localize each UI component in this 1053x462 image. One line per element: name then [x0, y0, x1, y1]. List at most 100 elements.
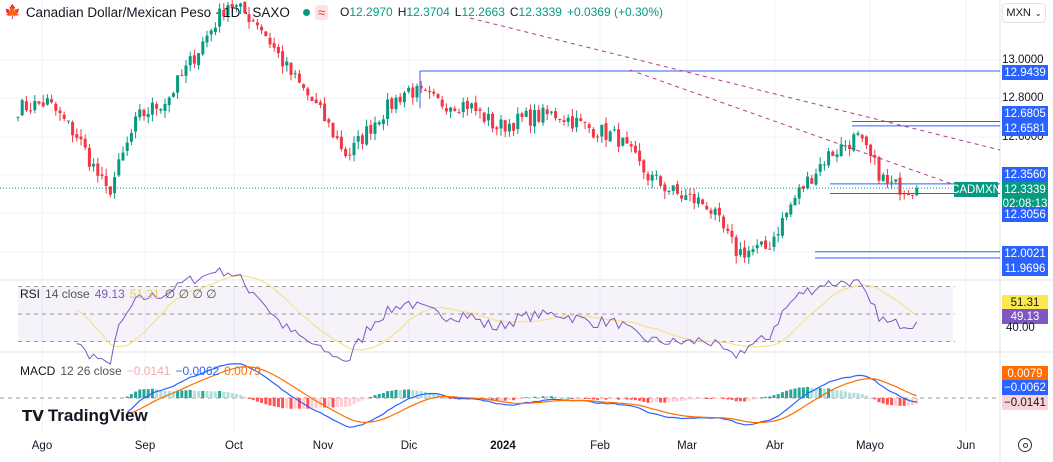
- macd-histogram-bar: [503, 398, 507, 401]
- macd-histogram-bar: [549, 396, 553, 398]
- candle-body: [570, 116, 574, 129]
- macd-histogram-bar: [793, 388, 797, 398]
- candle-body: [579, 118, 583, 122]
- macd-histogram-bar: [512, 398, 516, 401]
- close-label: C: [509, 5, 519, 19]
- macd-histogram-bar: [881, 398, 885, 404]
- macd-histogram-bar: [176, 390, 180, 398]
- macd-histogram-bar: [356, 398, 360, 402]
- tradingview-logo[interactable]: 𝗧𝗩 TradingView: [22, 406, 148, 426]
- settings-icon[interactable]: [1018, 438, 1032, 452]
- candle-body: [827, 151, 831, 166]
- candle-body: [176, 75, 180, 93]
- low-label: L: [454, 5, 462, 19]
- macd-histogram-bar: [146, 389, 150, 398]
- candle-body: [675, 184, 679, 194]
- macd-value: −0.0062: [175, 364, 220, 378]
- macd-histogram-bar: [247, 398, 251, 399]
- candle-body: [360, 135, 364, 144]
- candle-body: [772, 236, 776, 248]
- macd-histogram-bar: [625, 398, 629, 400]
- candle-body: [440, 99, 444, 107]
- candle-body: [881, 174, 885, 181]
- candle-body: [785, 212, 789, 218]
- macd-histogram-bar: [138, 389, 142, 398]
- macd-histogram-bar: [843, 391, 847, 398]
- candle-body: [432, 91, 436, 94]
- macd-histogram-bar: [856, 393, 860, 398]
- time-axis-label: Feb: [590, 440, 610, 452]
- time-axis-label: Nov: [312, 440, 334, 452]
- candle-body: [369, 124, 373, 134]
- candle-body: [449, 107, 453, 112]
- macd-histogram-bar: [184, 390, 188, 398]
- macd-legend: MACD 12 26 close −0.0141 −0.0062 0.0079: [20, 364, 261, 378]
- candle-body: [79, 136, 83, 140]
- candle-body: [587, 124, 591, 129]
- macd-histogram-bar: [134, 391, 138, 398]
- macd-histogram-bar: [638, 398, 642, 401]
- symbol-legend: 🍁 Canadian Dollar/Mexican Peso · 1D · SA…: [4, 4, 329, 20]
- macd-histogram-bar: [583, 398, 587, 399]
- candle-body: [470, 103, 474, 109]
- candle-body: [159, 109, 163, 111]
- macd-histogram-bar: [495, 398, 499, 401]
- candle-body: [125, 142, 129, 151]
- macd-histogram-bar: [377, 393, 381, 398]
- symbol-title[interactable]: Canadian Dollar/Mexican Peso · 1D · SAXO: [25, 4, 290, 20]
- candle-body: [486, 113, 490, 121]
- macd-histogram-bar: [272, 398, 276, 407]
- macd-histogram-bar: [423, 391, 427, 398]
- macd-histogram-bar: [751, 398, 755, 400]
- compare-icon[interactable]: ≈: [314, 4, 329, 20]
- candle-body: [885, 175, 889, 184]
- macd-histogram-bar: [860, 394, 864, 398]
- candle-body: [591, 129, 595, 138]
- macd-histogram-bar: [562, 397, 566, 399]
- candle-body: [869, 144, 873, 156]
- candle-body: [45, 98, 49, 105]
- macd-histogram-bar: [692, 398, 696, 400]
- macd-histogram-bar: [428, 392, 432, 398]
- macd-histogram-bar: [852, 392, 856, 398]
- macd-histogram-bar: [390, 390, 394, 398]
- macd-histogram-bar: [260, 398, 264, 403]
- candle-body: [197, 53, 201, 66]
- price-tick: 12.8000: [1002, 92, 1044, 104]
- candle-body: [831, 151, 835, 157]
- candle-body: [860, 135, 864, 139]
- macd-histogram-bar: [827, 388, 831, 398]
- candle-body: [671, 185, 675, 192]
- time-axis-label: Mar: [677, 440, 697, 452]
- time-axis-label: Ago: [31, 440, 53, 452]
- macd-histogram-bar: [323, 398, 327, 408]
- macd-histogram-bar: [331, 398, 335, 408]
- macd-histogram-bar: [293, 398, 297, 409]
- close-value: 12.3339: [518, 5, 562, 19]
- candle-body: [612, 129, 616, 131]
- macd-histogram-bar: [432, 393, 436, 398]
- candle-body: [835, 154, 839, 158]
- last-price: 12.3339: [1004, 184, 1046, 196]
- candle-body: [297, 73, 301, 83]
- macd-histogram-bar: [537, 397, 541, 399]
- rsi-params: 14 close: [45, 287, 90, 301]
- macd-histogram-bar: [772, 395, 776, 398]
- macd-histogram-bar: [415, 390, 419, 398]
- time-axis-label: Abr: [766, 440, 784, 452]
- macd-histogram-bar: [402, 389, 406, 398]
- symbol-price-tag: CADMXN: [951, 182, 1001, 197]
- candle-body: [20, 100, 24, 116]
- macd-histogram-bar: [398, 389, 402, 398]
- macd-histogram-bar: [873, 398, 877, 400]
- candle-body: [810, 178, 814, 184]
- candle-body: [365, 126, 369, 145]
- macd-histogram-bar: [449, 398, 453, 399]
- currency-select[interactable]: MXN ⌄: [1002, 3, 1046, 23]
- candle-body: [818, 164, 822, 172]
- candle-body: [213, 27, 217, 33]
- candle-body: [323, 103, 327, 122]
- candle-body: [281, 51, 285, 67]
- macd-histogram-bar: [188, 389, 192, 398]
